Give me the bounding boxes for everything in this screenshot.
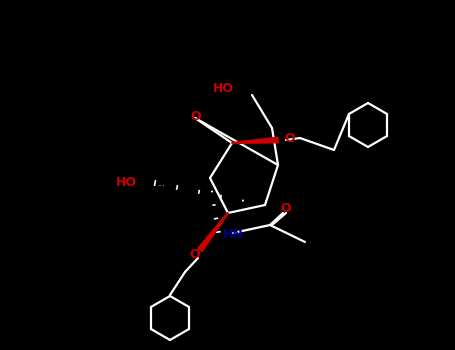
Text: HN: HN: [223, 228, 244, 240]
Text: HO: HO: [116, 175, 137, 189]
Text: O: O: [191, 111, 201, 124]
Polygon shape: [232, 137, 278, 144]
Text: O: O: [284, 133, 295, 146]
Text: O: O: [190, 248, 200, 261]
Text: O: O: [281, 202, 291, 215]
Polygon shape: [198, 213, 228, 252]
Text: ...: ...: [157, 180, 165, 189]
Text: HO: HO: [213, 83, 234, 96]
